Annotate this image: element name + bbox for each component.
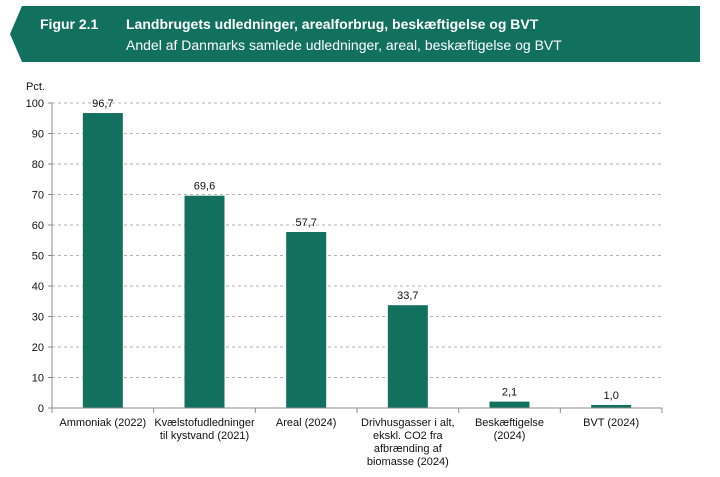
x-tick-label: Areal (2024) [276,417,337,429]
data-label: 33,7 [397,290,418,302]
data-label: 57,7 [295,217,316,229]
data-label: 1,0 [604,390,619,402]
data-label: 96,7 [92,98,113,110]
x-tick-label: Ammoniak (2022) [59,417,146,429]
y-tick-label: 10 [32,373,44,385]
y-tick-label: 20 [32,342,44,354]
x-tick-label: ekskl. CO2 fra [373,430,444,442]
bar [184,195,225,408]
data-label: 69,6 [194,181,215,193]
y-tick-label: 70 [32,190,44,202]
x-tick-label: afbrænding af [374,443,443,455]
y-tick-label: 0 [38,403,44,415]
x-tick-label: BVT (2024) [583,417,639,429]
y-tick-label: 50 [32,251,44,263]
y-axis-label: Pct. [26,81,45,93]
x-tick-label: Beskæftigelse [475,417,544,429]
x-tick-label: Drivhusgasser i alt, [361,417,455,429]
bar [591,404,632,408]
bar [489,401,530,408]
header-banner-shape [10,6,700,62]
bars [82,113,632,408]
y-tick-label: 40 [32,281,44,293]
y-tick-label: 60 [32,220,44,232]
axes [48,102,663,413]
bar [286,232,327,408]
y-tick-label: 80 [32,159,44,171]
y-tick-label: 100 [26,98,44,110]
figure-label: Figur 2.1 [40,16,99,32]
y-tick-label: 90 [32,129,44,141]
bar [82,113,123,408]
x-tick-label: Kvælstofudledninger [154,417,255,429]
y-tick-label: 30 [32,312,44,324]
x-tick-label: biomasse (2024) [367,456,449,468]
figure-title: Landbrugets udledninger, arealforbrug, b… [126,16,539,32]
labels: Pct. 0 10 20 30 40 50 60 70 80 90 100 96,7 Ammoniak (… [26,81,640,468]
figure-header: Figur 2.1 Landbrugets udledninger, areal… [10,6,700,62]
data-label: 2,1 [502,387,517,399]
figure-subtitle: Andel af Danmarks samlede udledninger, a… [126,37,562,53]
x-tick-label: (2024) [494,430,526,442]
gridlines [52,102,662,378]
bar [387,305,428,408]
header-banner-background [10,6,700,62]
x-tick-label: til kystvand (2021) [160,430,249,442]
bar-chart: Pct. 0 10 20 30 40 50 60 70 80 90 100 96,7 Ammoniak (… [26,81,663,468]
